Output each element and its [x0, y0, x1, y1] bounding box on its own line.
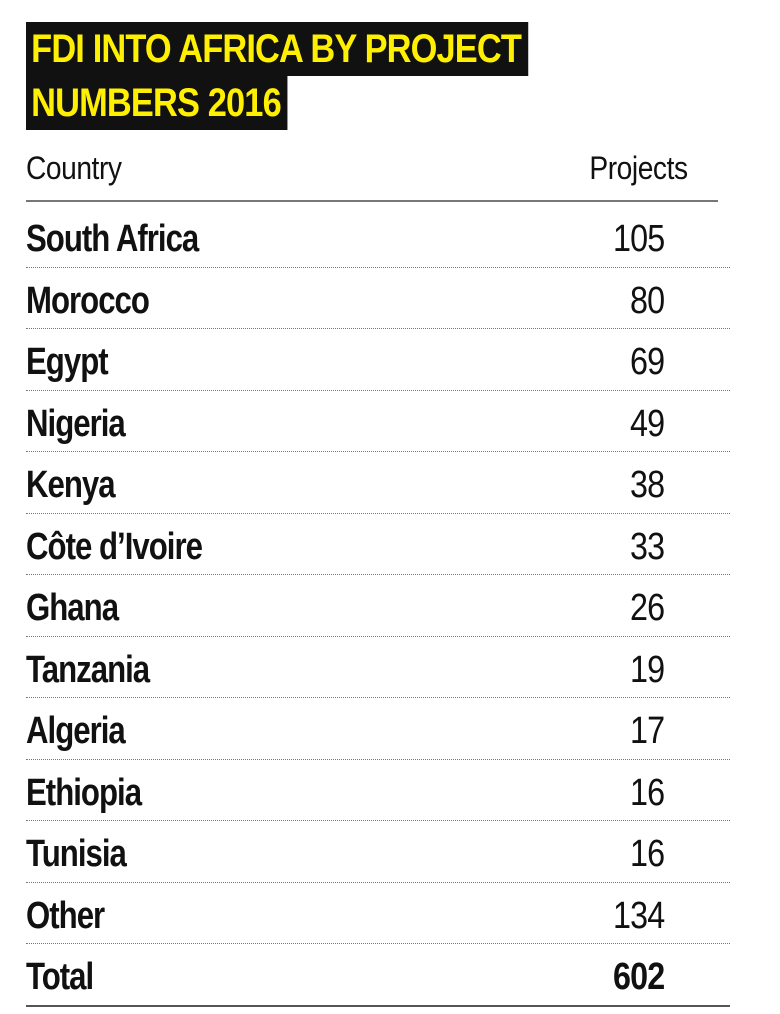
project-count: 134 — [612, 894, 665, 937]
project-count: 16 — [629, 833, 665, 875]
project-count: 16 — [629, 771, 665, 814]
country-name: Tanzania — [26, 648, 150, 691]
country-name: Other — [26, 894, 105, 937]
country-name: Morocco — [26, 279, 150, 322]
table-body: South Africa 105 Morocco 80 Egypt 69 Nig… — [26, 206, 730, 1007]
project-count: 17 — [629, 710, 665, 752]
project-count: 80 — [629, 279, 665, 322]
project-count: 19 — [629, 648, 665, 691]
table-row: Algeria 17 — [26, 698, 730, 760]
title-line-2: NUMBERS 2016 — [26, 76, 288, 130]
country-name: Nigeria — [26, 402, 126, 445]
project-count: 69 — [629, 341, 665, 383]
project-count: 105 — [612, 218, 665, 260]
project-count: 33 — [629, 525, 665, 568]
title-line-1: FDI INTO AFRICA BY PROJECT — [26, 22, 528, 76]
country-name: Kenya — [26, 464, 116, 506]
table-row: Other 134 — [26, 883, 730, 944]
project-count: 49 — [629, 402, 665, 445]
country-name: Egypt — [26, 341, 109, 383]
country-name: Tunisia — [26, 833, 127, 875]
country-name: Ethiopia — [26, 771, 142, 814]
column-header-country: Country — [26, 150, 122, 186]
column-header-projects: Projects — [589, 150, 689, 186]
table-row: Tunisia 16 — [26, 821, 730, 883]
total-label: Total — [26, 956, 94, 998]
table-row: Ghana 26 — [26, 575, 730, 637]
table-row: Ethiopia 16 — [26, 760, 730, 821]
country-name: Algeria — [26, 710, 126, 752]
table-row: Kenya 38 — [26, 452, 730, 514]
table-row: Morocco 80 — [26, 268, 730, 329]
project-count: 38 — [629, 464, 665, 506]
projects-table: Country Projects South Africa 105 Morocc… — [26, 140, 730, 1007]
table-row: Nigeria 49 — [26, 391, 730, 452]
chart-title: FDI INTO AFRICA BY PROJECT NUMBERS 2016 — [26, 22, 586, 130]
total-row: Total 602 — [26, 944, 730, 1007]
country-name: South Africa — [26, 218, 199, 260]
table-row: Côte d’Ivoire 33 — [26, 514, 730, 575]
country-name: Côte d’Ivoire — [26, 525, 203, 568]
table-row: South Africa 105 — [26, 206, 730, 268]
table-header: Country Projects — [26, 140, 718, 202]
project-count: 26 — [629, 587, 665, 629]
total-value: 602 — [612, 956, 665, 998]
table-row: Tanzania 19 — [26, 637, 730, 698]
country-name: Ghana — [26, 587, 119, 629]
table-row: Egypt 69 — [26, 329, 730, 391]
